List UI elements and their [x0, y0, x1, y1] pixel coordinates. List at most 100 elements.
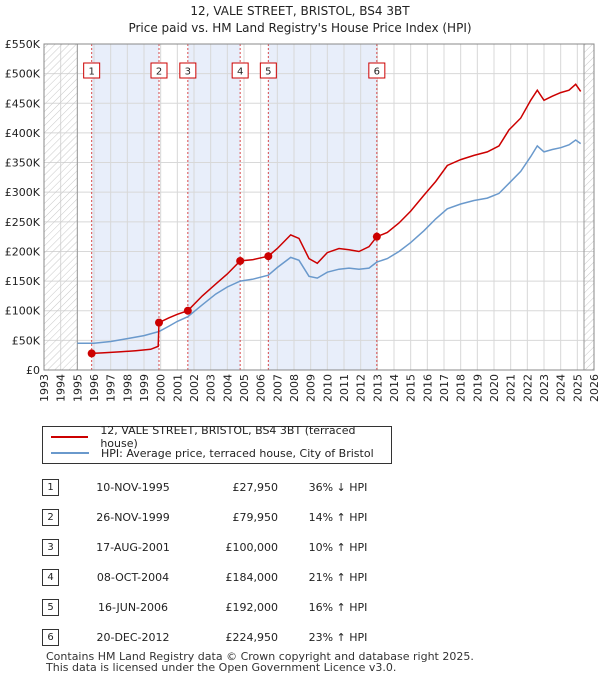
sale-date: 17-AUG-2001	[96, 540, 170, 554]
table-row: 4 08-OCT-2004 £184,000 21% ↑ HPI	[42, 562, 398, 592]
sale-label-text: 3	[185, 67, 191, 78]
sales-table: 1 10-NOV-1995 £27,950 36% ↓ HPI 2 26-NOV…	[42, 472, 398, 652]
sale-label-box	[150, 62, 168, 79]
sale-label-text: 1	[88, 67, 94, 78]
sale-label-text: 6	[374, 67, 380, 78]
sale-hpi-diff: 10% ↑ HPI	[308, 540, 368, 554]
x-tick-label: 2013	[371, 374, 384, 402]
legend-property-swatch	[51, 436, 89, 438]
x-tick-label: 2005	[238, 374, 251, 402]
table-row: 3 17-AUG-2001 £100,000 10% ↑ HPI	[42, 532, 398, 562]
sale-point	[236, 256, 245, 265]
sale-number-box: 3	[42, 538, 59, 556]
y-tick-label: £500K	[5, 68, 41, 81]
sale-point	[183, 306, 192, 315]
table-row: 5 16-JUN-2006 £192,000 16% ↑ HPI	[42, 592, 398, 622]
x-tick-label: 2012	[355, 374, 368, 402]
footer-copyright: Contains HM Land Registry data © Crown c…	[46, 650, 474, 663]
sale-price: £224,950	[225, 630, 279, 644]
x-tick-label: 2007	[271, 374, 284, 402]
table-row: 1 10-NOV-1995 £27,950 36% ↓ HPI	[42, 472, 398, 502]
sale-price: £27,950	[232, 480, 279, 494]
y-tick-label: £400K	[5, 127, 41, 140]
chart-subtitle: Price paid vs. HM Land Registry's House …	[128, 21, 472, 35]
x-tick-label: 2006	[255, 374, 268, 402]
sale-point	[264, 252, 273, 261]
sale-label-box	[179, 62, 197, 79]
sale-number-box: 2	[42, 508, 59, 526]
sale-number-box: 4	[42, 568, 59, 586]
table-row: 6 20-DEC-2012 £224,950 23% ↑ HPI	[42, 622, 398, 652]
table-row: 2 26-NOV-1999 £79,950 14% ↑ HPI	[42, 502, 398, 532]
shaded-period	[268, 44, 377, 370]
x-tick-label: 2001	[171, 374, 184, 402]
legend-property-label: 12, VALE STREET, BRISTOL, BS4 3BT (terra…	[100, 424, 356, 450]
shaded-period	[91, 44, 159, 370]
hatched-region-end	[584, 44, 594, 370]
x-tick-label: 2003	[205, 374, 218, 402]
y-tick-label: £350K	[5, 157, 41, 170]
x-tick-label: 2009	[305, 374, 318, 402]
x-tick-label: 2014	[388, 374, 401, 402]
shaded-period	[187, 44, 241, 370]
x-tick-label: 2026	[588, 374, 600, 402]
sale-label-text: 5	[265, 67, 271, 78]
y-tick-label: £100K	[5, 305, 41, 318]
sale-label-text: 2	[156, 67, 162, 78]
sale-label-text: 4	[237, 67, 243, 78]
legend-hpi-swatch	[51, 452, 89, 454]
property-series-line	[91, 83, 582, 355]
sale-hpi-diff: 21% ↑ HPI	[308, 570, 368, 584]
sale-point	[372, 232, 381, 241]
footer-licence: This data is licensed under the Open Gov…	[46, 661, 397, 674]
x-tick-label: 2024	[555, 374, 568, 402]
sale-hpi-diff: 23% ↑ HPI	[308, 630, 368, 644]
x-tick-label: 2008	[288, 374, 301, 402]
legend-hpi-label: HPI: Average price, terraced house, City…	[101, 446, 374, 460]
plot-frame	[43, 43, 595, 371]
legend-item-hpi: HPI: Average price, terraced house, City…	[51, 445, 374, 461]
x-tick-label: 1998	[121, 374, 134, 402]
y-tick-label: £300K	[5, 186, 41, 199]
y-tick-label: £450K	[5, 97, 41, 110]
sale-hpi-diff: 36% ↓ HPI	[308, 480, 368, 494]
x-tick-label: 2000	[155, 374, 168, 402]
sale-price: £184,000	[225, 570, 279, 584]
price-chart: 1 2 3 4 5 6 £0 £50K £100K £150K £200K £250K £300K £35…	[5, 38, 600, 402]
x-tick-label: 2019	[471, 374, 484, 402]
x-tick-label: 2020	[488, 374, 501, 402]
sale-label-box	[231, 62, 249, 79]
sale-label-box	[259, 62, 277, 79]
y-tick-label: £150K	[5, 275, 41, 288]
sale-label-box	[83, 62, 101, 79]
x-tick-label: 1993	[38, 374, 51, 402]
y-tick-label: £550K	[5, 38, 41, 51]
x-tick-label: 2021	[505, 374, 518, 402]
sale-price: £79,950	[232, 510, 279, 524]
sale-date: 10-NOV-1995	[96, 480, 170, 494]
sale-date: 08-OCT-2004	[96, 570, 170, 584]
sale-date: 16-JUN-2006	[97, 600, 169, 614]
x-tick-label: 2025	[571, 374, 584, 402]
x-tick-label: 1999	[138, 374, 151, 402]
y-tick-label: £250K	[5, 216, 41, 229]
sale-date: 20-DEC-2012	[96, 630, 170, 644]
x-tick-label: 2015	[405, 374, 418, 402]
legend-item-property: 12, VALE STREET, BRISTOL, BS4 3BT (terra…	[51, 424, 391, 450]
sale-number-box: 1	[42, 478, 59, 496]
x-tick-label: 2004	[221, 374, 234, 402]
sale-point	[87, 349, 96, 358]
sale-number-box: 5	[42, 598, 59, 616]
x-tick-label: 2016	[421, 374, 434, 402]
x-tick-label: 2010	[321, 374, 334, 402]
x-tick-label: 2023	[538, 374, 551, 402]
sale-hpi-diff: 14% ↑ HPI	[308, 510, 368, 524]
x-tick-label: 1995	[71, 374, 84, 402]
x-tick-label: 1997	[105, 374, 118, 402]
chart-title: 12, VALE STREET, BRISTOL, BS4 3BT	[190, 4, 410, 18]
sale-label-box	[368, 62, 386, 79]
footer: Contains HM Land Registry data © Crown c…	[46, 651, 474, 673]
y-tick-label: £200K	[5, 245, 41, 258]
sale-price: £100,000	[225, 540, 279, 554]
x-tick-label: 2022	[521, 374, 534, 402]
